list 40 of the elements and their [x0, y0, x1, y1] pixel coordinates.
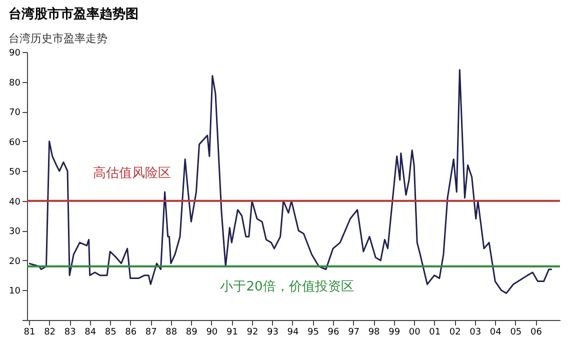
- x-tick-label: 03: [470, 328, 482, 338]
- x-tick-label: 02: [449, 328, 461, 338]
- x-tick-label: 89: [186, 328, 198, 338]
- y-tick-label: 50: [9, 168, 21, 178]
- x-tick-label: 90: [206, 328, 218, 338]
- x-tick-label: 88: [166, 328, 178, 338]
- x-tick-label: 04: [490, 328, 502, 338]
- x-tick-label: 92: [246, 328, 258, 338]
- x-tick-label: 05: [510, 328, 522, 338]
- x-tick-label: 95: [308, 328, 319, 338]
- x-tick-label: 00: [408, 328, 421, 338]
- y-tick-label: 60: [9, 138, 21, 148]
- chart-title: 台湾股市市盈率趋势图: [8, 6, 139, 22]
- x-tick-label: 06: [530, 328, 542, 338]
- x-tick-label: 86: [125, 328, 137, 338]
- ref-line-label: 小于20倍，价值投资区: [220, 279, 354, 294]
- x-tick-label: 81: [24, 328, 36, 338]
- x-tick-label: 82: [44, 328, 56, 338]
- x-tick-label: 83: [64, 328, 76, 338]
- y-tick-label: 70: [9, 108, 21, 118]
- line-series: [28, 69, 553, 294]
- x-tick-label: 93: [266, 328, 278, 338]
- x-tick-label: 01: [429, 328, 441, 338]
- x-tick-label: 91: [226, 328, 238, 338]
- y-tick-label: 40: [9, 197, 21, 208]
- chart-subtitle: 台湾历史市盈率走势: [8, 32, 108, 45]
- x-tick-label: 87: [145, 328, 157, 338]
- x-tick-label: 94: [287, 328, 299, 338]
- x-tick-label: 97: [348, 328, 360, 338]
- x-tick-label: 98: [368, 328, 380, 338]
- ref-line-label: 高估值风险区: [93, 164, 171, 181]
- y-tick-label: 90: [9, 48, 21, 58]
- x-tick-label: 85: [104, 328, 116, 338]
- y-tick-label: 20: [9, 256, 21, 267]
- y-tick-label: 80: [9, 78, 21, 88]
- x-tick-label: 99: [388, 328, 400, 338]
- y-tick-label: 30: [9, 227, 21, 238]
- x-tick-label: 84: [84, 328, 96, 338]
- x-tick-label: 96: [328, 328, 340, 338]
- y-tick-label: 10: [9, 286, 21, 297]
